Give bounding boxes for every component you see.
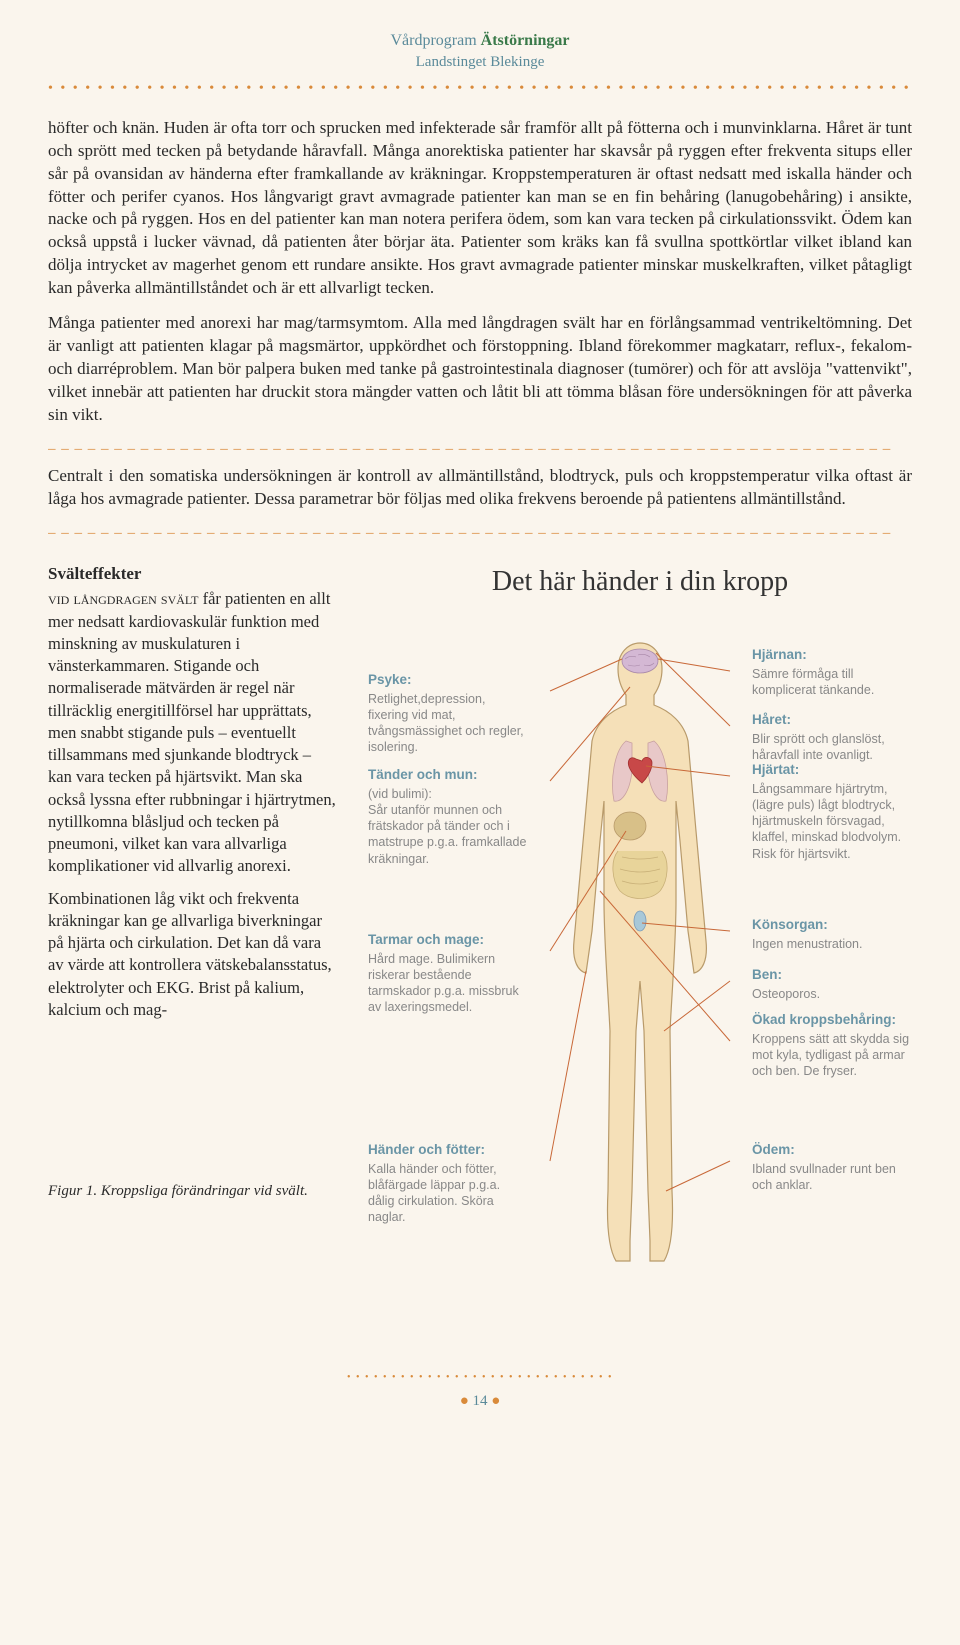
label-tarmar-title: Tarmar och mage: bbox=[368, 931, 528, 949]
label-hjartat-body: Långsammare hjärtrytm, (lägre puls) lågt… bbox=[752, 781, 912, 862]
label-konsorgan-body: Ingen menustration. bbox=[752, 936, 912, 952]
label-hander-title: Händer och fötter: bbox=[368, 1141, 528, 1159]
document-header: Vårdprogram Ätstörningar Landstinget Ble… bbox=[48, 30, 912, 72]
label-konsorgan: Könsorgan: Ingen menustration. bbox=[752, 916, 912, 952]
label-tander-body: Sår utanför munnen och frätskador på tän… bbox=[368, 802, 528, 867]
label-hjartat: Hjärtat: Långsammare hjärtrytm, (lägre p… bbox=[752, 761, 912, 862]
label-okad-body: Kroppens sätt att skydda sig mot kyla, t… bbox=[752, 1031, 912, 1080]
label-odem-title: Ödem: bbox=[752, 1141, 912, 1159]
label-hjartat-title: Hjärtat: bbox=[752, 761, 912, 779]
label-haret: Håret: Blir sprött och glanslöst, håravf… bbox=[752, 711, 912, 763]
label-tarmar-body: Hård mage. Bulimikern riskerar bestående… bbox=[368, 951, 528, 1016]
left-para-1-body: får patienten en allt mer nedsatt kardio… bbox=[48, 589, 336, 875]
label-ben: Ben: Osteoporos. bbox=[752, 966, 912, 1002]
paragraph-1: höfter och knän. Huden är ofta torr och … bbox=[48, 117, 912, 301]
header-title: Vårdprogram Ätstörningar bbox=[48, 30, 912, 52]
label-psyke: Psyke: Retlighet,depression, fixering vi… bbox=[368, 671, 528, 756]
label-okad-title: Ökad kroppsbehåring: bbox=[752, 1011, 912, 1029]
divider-dots: • • • • • • • • • • • • • • • • • • • • … bbox=[48, 80, 912, 99]
label-haret-title: Håret: bbox=[752, 711, 912, 729]
label-hander-body: Kalla händer och fötter, blåfärgade läpp… bbox=[368, 1161, 528, 1226]
left-para-2: Kombinationen låg vikt och frekventa krä… bbox=[48, 888, 338, 1022]
header-org: Landstinget Blekinge bbox=[48, 52, 912, 72]
lead-smallcaps: vid långdragen svält bbox=[48, 589, 198, 608]
label-psyke-title: Psyke: bbox=[368, 671, 528, 689]
footer-page: ● 14 ● bbox=[48, 1391, 912, 1411]
label-okad: Ökad kroppsbehåring: Kroppens sätt att s… bbox=[752, 1011, 912, 1079]
label-ben-body: Osteoporos. bbox=[752, 986, 912, 1002]
label-haret-body: Blir sprött och glanslöst, håravfall int… bbox=[752, 731, 912, 764]
label-odem: Ödem: Ibland svullnader runt ben och ank… bbox=[752, 1141, 912, 1193]
header-topic: Ätstörningar bbox=[481, 32, 570, 49]
label-konsorgan-title: Könsorgan: bbox=[752, 916, 912, 934]
section-title-svalteffekter: Svälteffekter bbox=[48, 563, 338, 586]
label-tander: Tänder och mun: (vid bulimi): Sår utanfö… bbox=[368, 766, 528, 867]
divider-dashed-top: – – – – – – – – – – – – – – – – – – – – … bbox=[48, 439, 912, 459]
bullet-icon: ● bbox=[491, 1393, 500, 1409]
label-hjarnan-title: Hjärnan: bbox=[752, 646, 912, 664]
label-odem-body: Ibland svullnader runt ben och anklar. bbox=[752, 1161, 912, 1194]
divider-dashed-bottom: – – – – – – – – – – – – – – – – – – – – … bbox=[48, 523, 912, 543]
label-ben-title: Ben: bbox=[752, 966, 912, 984]
label-tander-sub: (vid bulimi): bbox=[368, 786, 528, 802]
label-hander: Händer och fötter: Kalla händer och fött… bbox=[368, 1141, 528, 1226]
page-footer: • • • • • • • • • • • • • • • • • • • • … bbox=[48, 1371, 912, 1411]
figure-caption: Figur 1. Kroppsliga förändringar vid svä… bbox=[48, 1181, 338, 1201]
body-diagram: Psyke: Retlighet,depression, fixering vi… bbox=[368, 621, 912, 1341]
label-psyke-body: Retlighet,depression, fixering vid mat, … bbox=[368, 691, 528, 756]
diagram-title: Det här händer i din kropp bbox=[368, 563, 912, 601]
left-para-1: vid långdragen svält får patienten en al… bbox=[48, 588, 338, 877]
right-column: Det här händer i din kropp bbox=[368, 563, 912, 1341]
page-number: 14 bbox=[473, 1393, 488, 1409]
label-hjarnan: Hjärnan: Sämre förmåga till komplicerat … bbox=[752, 646, 912, 698]
body-figure-svg bbox=[530, 631, 750, 1271]
paragraph-central: Centralt i den somatiska undersökningen … bbox=[48, 465, 912, 511]
header-program: Vårdprogram bbox=[390, 32, 476, 49]
bullet-icon: ● bbox=[460, 1393, 469, 1409]
paragraph-2: Många patienter med anorexi har mag/tarm… bbox=[48, 312, 912, 427]
footer-dots: • • • • • • • • • • • • • • • • • • • • … bbox=[48, 1371, 912, 1385]
label-tander-title: Tänder och mun: bbox=[368, 766, 528, 784]
label-tarmar: Tarmar och mage: Hård mage. Bulimikern r… bbox=[368, 931, 528, 1016]
left-column: Svälteffekter vid långdragen svält får p… bbox=[48, 563, 338, 1341]
label-hjarnan-body: Sämre förmåga till komplicerat tänkande. bbox=[752, 666, 912, 699]
